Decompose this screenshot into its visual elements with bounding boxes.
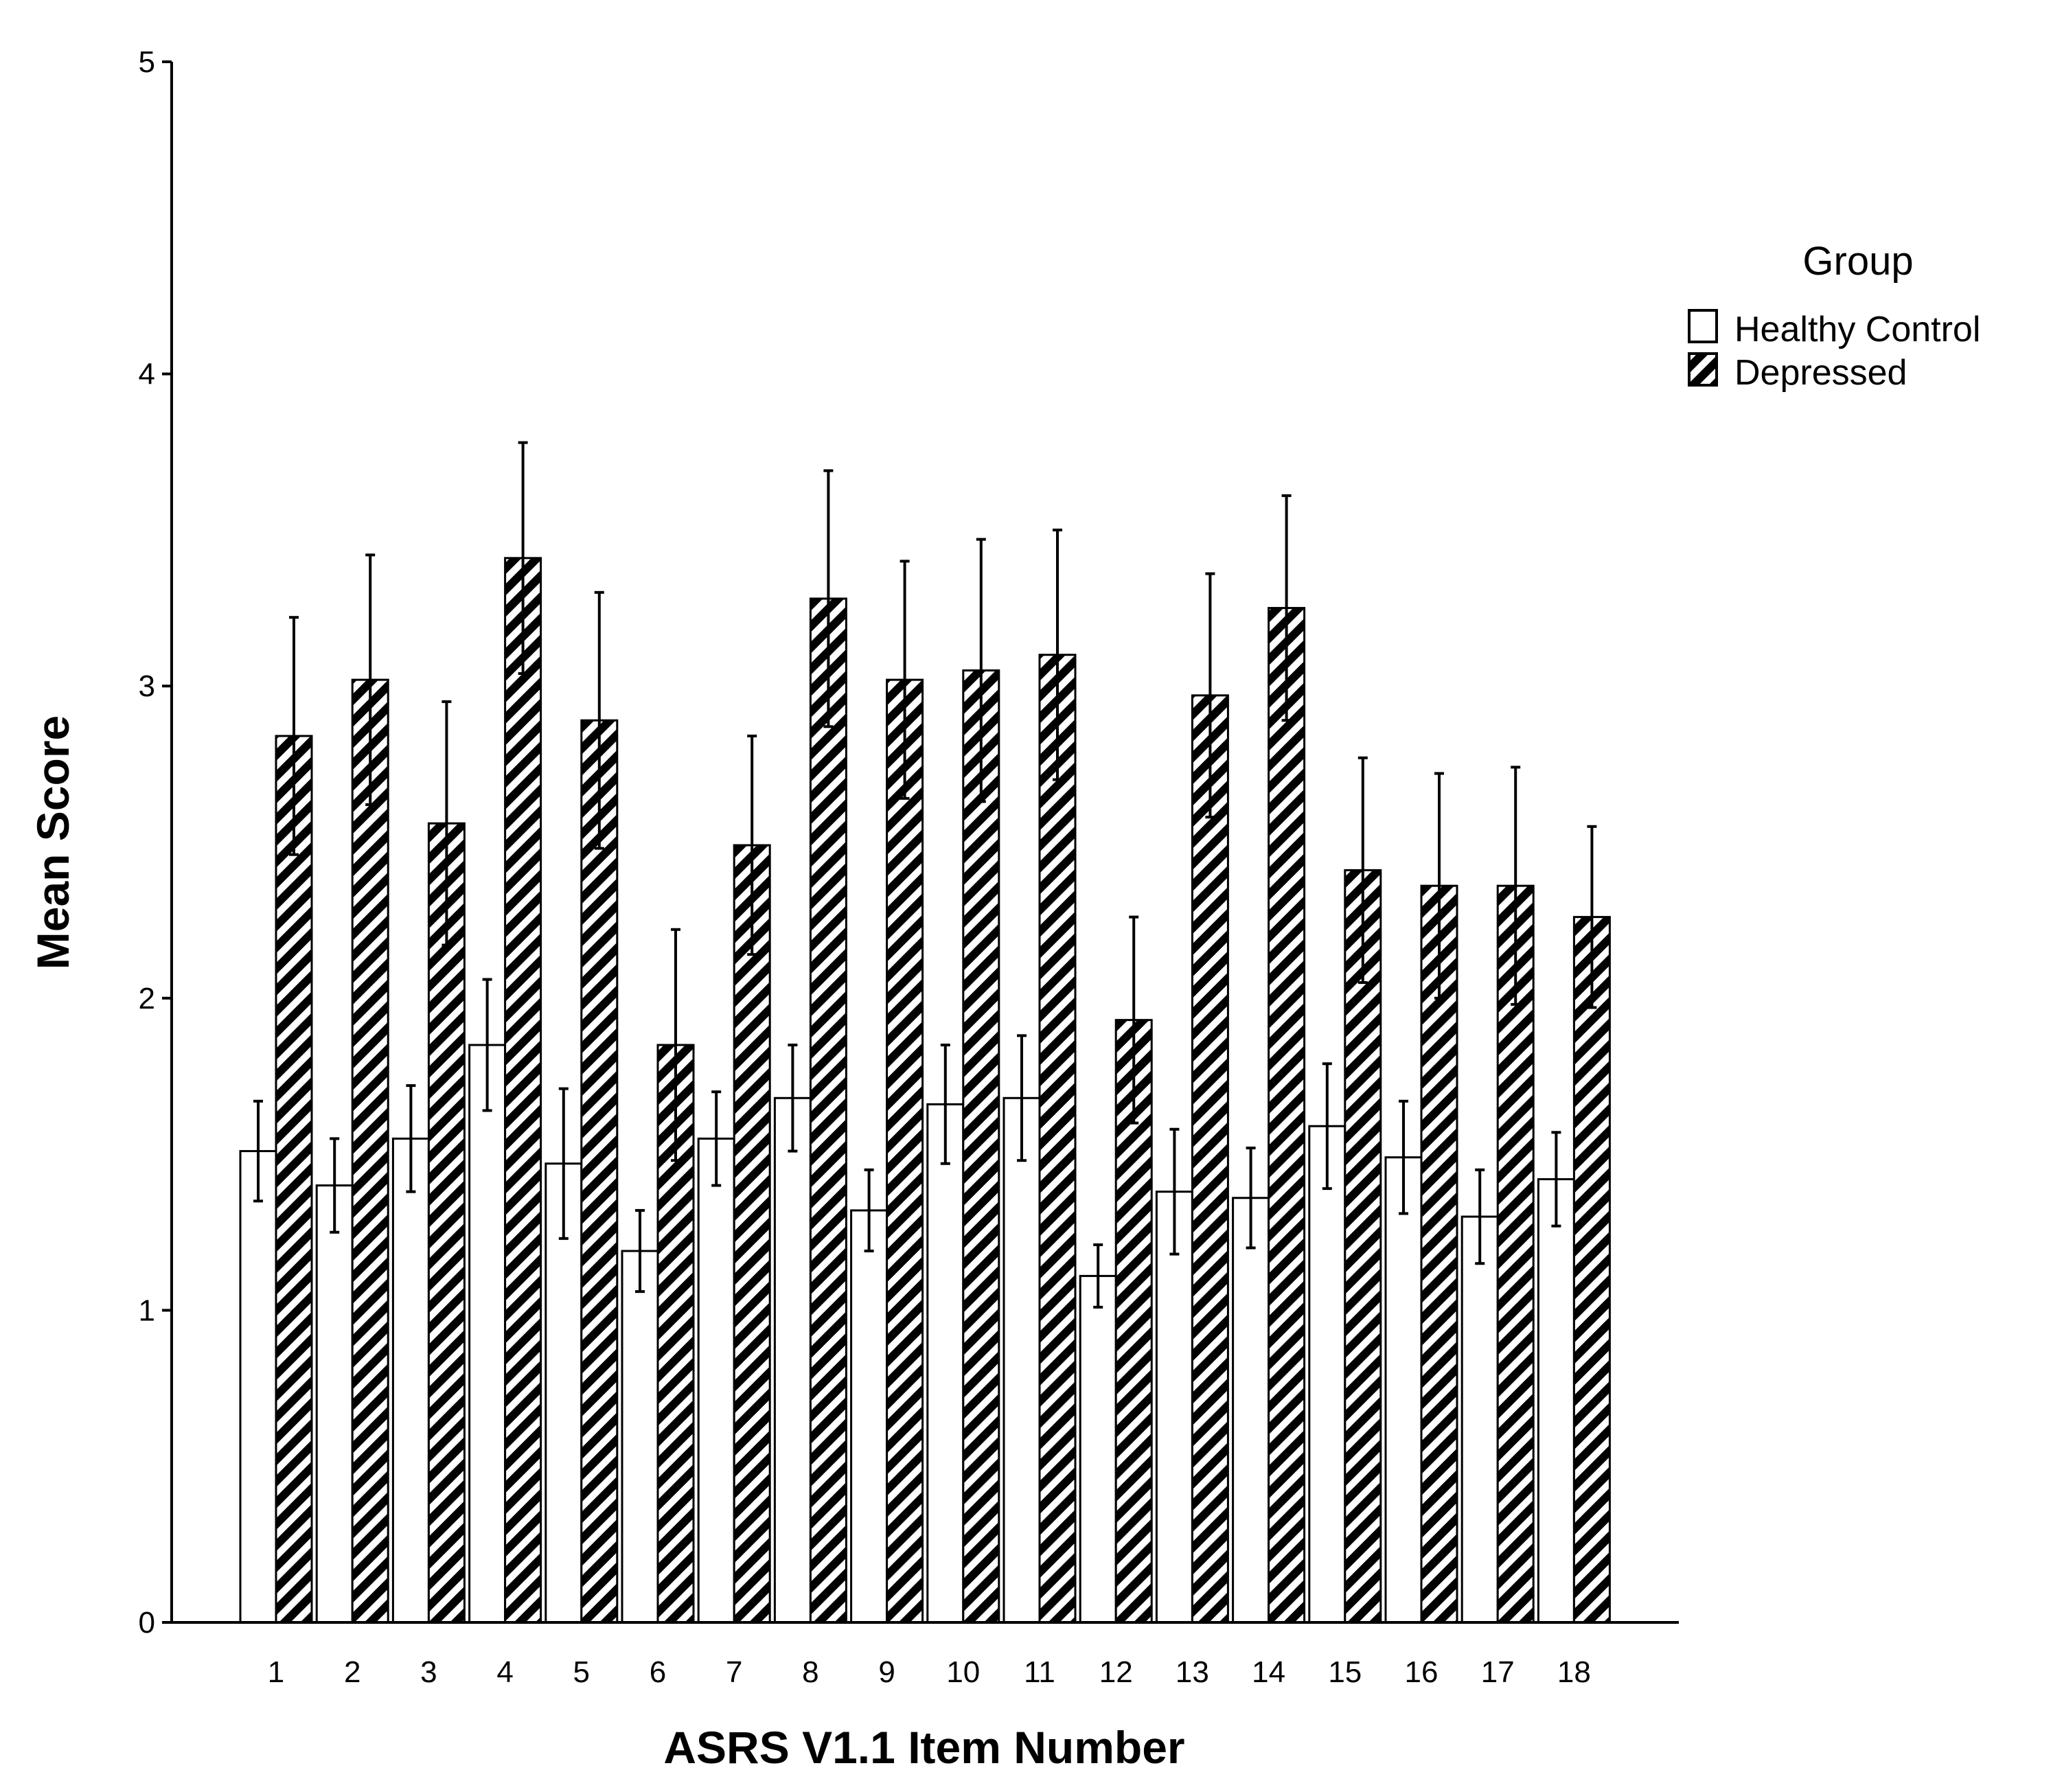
bar-healthy-control — [468, 1044, 507, 1624]
legend-label-depressed: Depressed — [1734, 353, 1907, 393]
x-tick-label: 2 — [344, 1655, 360, 1689]
bar-depressed — [1572, 916, 1611, 1624]
x-tick-label: 5 — [573, 1655, 590, 1689]
x-tick-label: 8 — [802, 1655, 818, 1689]
bar-depressed — [1038, 654, 1077, 1624]
bar-healthy-control — [1384, 1156, 1423, 1624]
x-tick-label: 13 — [1176, 1655, 1209, 1689]
x-tick-label: 4 — [496, 1655, 513, 1689]
bar-healthy-control — [1155, 1191, 1193, 1624]
bar-healthy-control — [850, 1209, 889, 1624]
bar-depressed — [809, 597, 847, 1624]
bars-layer — [239, 441, 1611, 1624]
bar-healthy-control — [1079, 1274, 1117, 1624]
bar-depressed — [275, 735, 313, 1624]
x-ticks: 1 2 3 4 5 6 7 8 9 10 11 12 13 14 15 16 17 18 — [268, 1655, 1591, 1689]
x-tick-label: 10 — [946, 1655, 980, 1689]
bar-healthy-control — [239, 1150, 277, 1624]
bar-healthy-control — [1232, 1197, 1270, 1624]
bar-healthy-control — [1537, 1178, 1575, 1624]
y-tick-label: 3 — [139, 669, 155, 703]
x-tick-label: 11 — [1024, 1655, 1055, 1689]
legend-title: Group — [1802, 239, 1913, 284]
bar-healthy-control — [1460, 1215, 1499, 1624]
bar-healthy-control — [697, 1137, 735, 1624]
legend-label-healthy-control: Healthy Control — [1734, 310, 1980, 349]
bar-healthy-control — [391, 1137, 430, 1624]
x-tick-label: 3 — [420, 1655, 437, 1689]
y-ticks: 0 1 2 3 4 5 — [139, 45, 172, 1640]
bar-depressed — [733, 844, 771, 1624]
bar-healthy-control — [1002, 1096, 1041, 1624]
x-tick-label: 14 — [1252, 1655, 1285, 1689]
bar-healthy-control — [621, 1250, 659, 1624]
bar-healthy-control — [1308, 1125, 1347, 1624]
x-axis-title: ASRS V1.1 Item Number — [663, 1722, 1184, 1773]
x-tick-label: 12 — [1099, 1655, 1133, 1689]
bar-depressed — [427, 822, 466, 1624]
bar-depressed — [504, 557, 542, 1624]
bar-depressed — [580, 719, 619, 1624]
x-tick-label: 15 — [1328, 1655, 1362, 1689]
bar-depressed — [886, 678, 924, 1624]
bar-healthy-control — [315, 1184, 354, 1624]
legend: Group Healthy Control Depressed — [1688, 239, 1980, 393]
bar-healthy-control — [545, 1162, 583, 1624]
y-tick-label: 0 — [139, 1606, 155, 1640]
y-tick-label: 4 — [139, 358, 155, 391]
axes-layer — [170, 62, 1679, 1624]
x-tick-label: 1 — [268, 1655, 284, 1689]
legend-swatch-healthy-control — [1688, 309, 1718, 343]
bar-depressed — [1191, 694, 1229, 1624]
x-tick-label: 16 — [1405, 1655, 1439, 1689]
y-tick-label: 2 — [139, 982, 155, 1015]
x-tick-label: 9 — [878, 1655, 895, 1689]
bar-healthy-control — [926, 1103, 965, 1624]
bar-depressed — [1268, 607, 1306, 1624]
x-tick-label: 6 — [650, 1655, 666, 1689]
x-tick-label: 7 — [726, 1655, 742, 1689]
x-tick-label: 18 — [1557, 1655, 1591, 1689]
bar-depressed — [962, 669, 1000, 1624]
y-axis-title: Mean Score — [27, 715, 78, 969]
y-tick-label: 5 — [139, 45, 155, 79]
bar-depressed — [351, 678, 389, 1624]
y-tick-label: 1 — [139, 1294, 155, 1327]
legend-swatch-depressed — [1688, 352, 1718, 387]
bar-healthy-control — [773, 1096, 812, 1624]
x-tick-label: 17 — [1481, 1655, 1515, 1689]
